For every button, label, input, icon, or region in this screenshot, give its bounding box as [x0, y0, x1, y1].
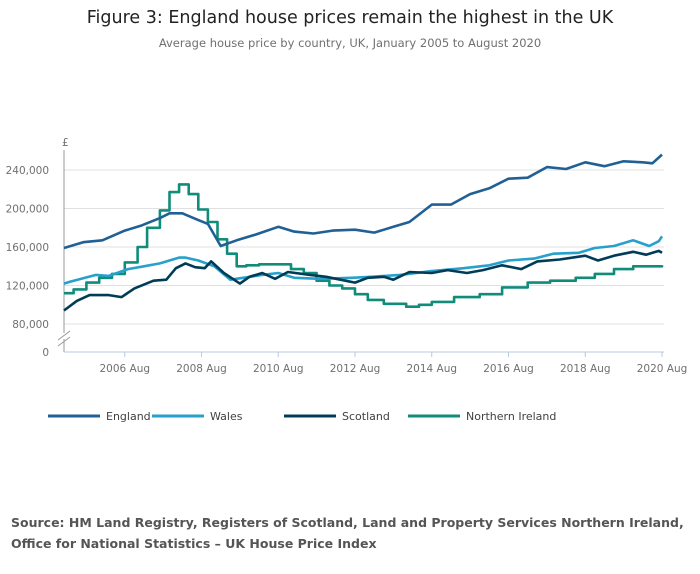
y-axis-unit: £: [62, 137, 69, 149]
x-tick-label: 2008 Aug: [176, 363, 227, 375]
axis-break-mark: [57, 336, 71, 347]
y-tick-label: 120,000: [6, 281, 49, 293]
source-note: Source: HM Land Registry, Registers of S…: [11, 515, 684, 551]
y-tick-label: 0: [42, 347, 49, 359]
legend-label: Wales: [210, 410, 243, 423]
x-tick-label: 2012 Aug: [330, 363, 381, 375]
series-line-england: [63, 153, 663, 250]
legend-label: Scotland: [342, 410, 390, 423]
y-tick-label: 160,000: [6, 242, 49, 254]
chart-subtitle: Average house price by country, UK, Janu…: [158, 36, 542, 50]
y-tick-label: 240,000: [6, 165, 49, 177]
x-tick-label: 2020 Aug: [637, 363, 688, 375]
legend-label: England: [106, 410, 151, 423]
y-tick-label: 80,000: [12, 319, 49, 331]
x-tick-label: 2010 Aug: [253, 363, 304, 375]
y-tick-label: 200,000: [6, 204, 49, 216]
series-line-northern-ireland: [64, 183, 664, 308]
series-line-wales: [63, 235, 664, 285]
axis-break-mark: [57, 330, 71, 341]
series-line-scotland: [63, 249, 663, 312]
x-tick-label: 2018 Aug: [560, 363, 611, 375]
x-tick-label: 2006 Aug: [99, 363, 150, 375]
legend-label: Northern Ireland: [466, 410, 556, 423]
chart-title: Figure 3: England house prices remain th…: [86, 8, 614, 28]
x-tick-label: 2016 Aug: [483, 363, 534, 375]
x-tick-label: 2014 Aug: [406, 363, 457, 375]
